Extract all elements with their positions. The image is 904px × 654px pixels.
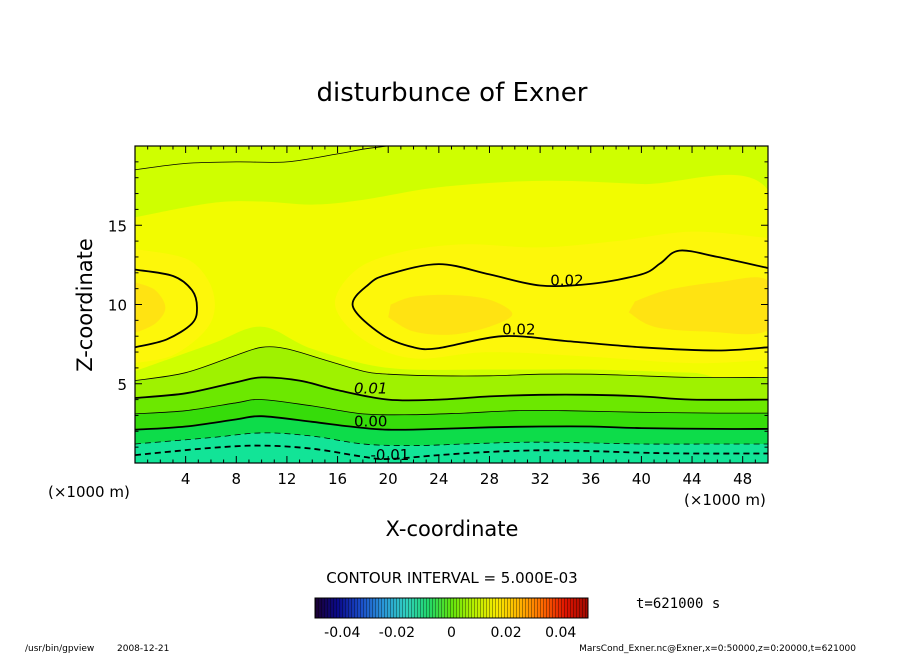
contour-label-4: -0.01 — [370, 446, 409, 464]
fill-core-center — [388, 294, 513, 335]
chart-title: disturbunce of Exner — [317, 78, 588, 108]
x-tick-label-28: 28 — [480, 470, 499, 488]
contour-fill-layer — [135, 146, 768, 463]
x-tick-label-40: 40 — [632, 470, 651, 488]
contour-line-5 — [135, 346, 768, 381]
colorbar: -0.04 -0.02 0 0.02 0.04 — [314, 597, 589, 641]
y-tick-label-15: 15 — [108, 217, 127, 235]
footer-source: MarsCond_Exner.nc@Exner,x=0:50000,z=0:20… — [579, 644, 856, 654]
contour-label-0: 0.02 — [550, 271, 583, 289]
x-tick-label-20: 20 — [379, 470, 398, 488]
contour-label-1: 0.02 — [502, 321, 535, 339]
contour-line-2 — [135, 415, 768, 431]
contour-label-2: 0.01 — [354, 379, 387, 397]
x-tick-label-48: 48 — [733, 470, 752, 488]
colorbar-stripes — [315, 598, 588, 618]
contour-line-0 — [135, 444, 768, 460]
colorbar-tick-label-2: 0 — [447, 625, 456, 641]
colorbar-tick-label-0: -0.04 — [324, 625, 360, 641]
contour-lines — [135, 146, 768, 460]
contour-line-1 — [135, 432, 768, 447]
x-tick-label-36: 36 — [581, 470, 600, 488]
x-tick-label-44: 44 — [682, 470, 701, 488]
contour-labels: 0.02 0.02 0.01 0.00 -0.01 — [354, 271, 584, 464]
x-tick-label-32: 32 — [531, 470, 550, 488]
y-tick-label-5: 5 — [117, 376, 127, 394]
fill-core-left — [135, 282, 166, 333]
footer-date: 2008-12-21 — [117, 644, 169, 654]
fill-core-right — [628, 277, 768, 335]
fill-band-yellow-left — [135, 249, 215, 364]
contour-line-3 — [135, 399, 768, 416]
axis-ticks — [135, 146, 768, 463]
contour-line-4 — [135, 376, 768, 402]
colorbar-tick-labels: -0.04 -0.02 0 0.02 0.04 — [324, 625, 576, 641]
colorbar-frame — [314, 597, 589, 619]
x-tick-label-4: 4 — [181, 470, 191, 488]
footer-program-path: /usr/bin/gpview — [25, 644, 94, 654]
colorbar-tick-label-4: 0.04 — [545, 625, 576, 641]
x-tick-labels: 4 8 12 16 20 24 28 32 36 40 44 48 — [181, 470, 752, 488]
contour-label-3: 0.00 — [354, 413, 387, 431]
y-axis-title: Z-coordinate — [73, 238, 97, 372]
x-tick-label-8: 8 — [232, 470, 242, 488]
y-tick-labels: 5 10 15 — [108, 217, 127, 394]
x-unit-label-left: (×1000 m) — [48, 483, 130, 501]
contour-interval-label: CONTOUR INTERVAL = 5.000E-03 — [326, 569, 577, 587]
contour-line-7 — [351, 249, 768, 352]
y-tick-label-10: 10 — [108, 297, 127, 315]
colorbar-tick-label-3: 0.02 — [491, 625, 522, 641]
colorbar-tick-label-1: -0.02 — [379, 625, 415, 641]
fill-band-teal — [135, 432, 768, 463]
x-tick-label-24: 24 — [429, 470, 448, 488]
x-tick-label-16: 16 — [328, 470, 347, 488]
time-label: t=621000 s — [636, 596, 720, 612]
x-axis-title: X-coordinate — [386, 517, 519, 541]
x-unit-label-right: (×1000 m) — [684, 491, 766, 509]
contour-line-6 — [135, 268, 198, 349]
x-tick-label-12: 12 — [277, 470, 296, 488]
